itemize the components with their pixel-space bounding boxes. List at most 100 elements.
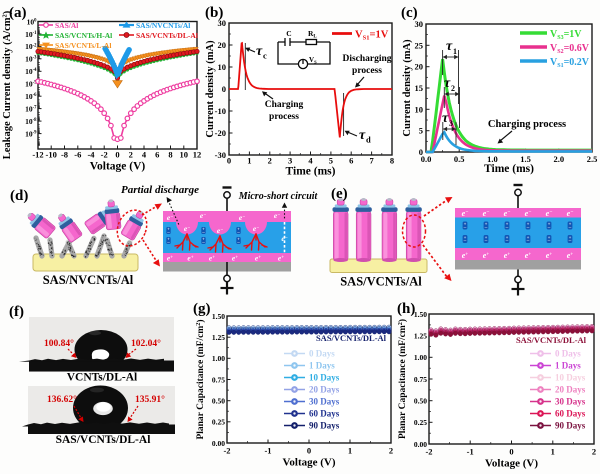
svg-text:+: + — [506, 221, 509, 226]
svg-text:Planar Capacitance (mF/cm2): Planar Capacitance (mF/cm2) — [195, 319, 206, 439]
svg-text:2: 2 — [129, 150, 133, 160]
svg-text:2: 2 — [389, 446, 393, 456]
svg-text:10-3: 10-3 — [25, 55, 37, 64]
svg-text:Planar Capacitance (mF/cm2): Planar Capacitance (mF/cm2) — [397, 319, 408, 439]
svg-text:e−: e− — [567, 209, 574, 218]
svg-text:1: 1 — [348, 446, 352, 456]
svg-text:e+: e+ — [232, 254, 238, 263]
svg-text:–: – — [464, 226, 467, 231]
svg-text:-30: -30 — [215, 150, 226, 160]
svg-text:20 Days: 20 Days — [309, 385, 340, 395]
svg-text:τ: τ — [359, 128, 366, 143]
svg-text:0.5: 0.5 — [454, 154, 465, 164]
svg-text:+: + — [506, 235, 509, 240]
svg-text:RL: RL — [308, 29, 317, 40]
svg-text:10-7: 10-7 — [25, 104, 37, 113]
svg-text:(b): (b) — [205, 5, 223, 21]
svg-text:1.25: 1.25 — [212, 333, 225, 342]
svg-text:102.04°: 102.04° — [131, 338, 161, 349]
svg-text:+: + — [202, 236, 205, 241]
svg-text:0.25: 0.25 — [414, 418, 427, 427]
svg-text:1 Days: 1 Days — [555, 361, 581, 371]
svg-text:25: 25 — [415, 40, 424, 50]
svg-text:e+: e+ — [187, 254, 193, 263]
svg-text:Current density (mA): Current density (mA) — [205, 40, 216, 138]
svg-text:–: – — [485, 239, 488, 244]
svg-text:(g): (g) — [193, 301, 211, 317]
svg-text:1: 1 — [453, 47, 457, 56]
svg-text:-1: -1 — [264, 446, 271, 456]
svg-text:-2: -2 — [425, 447, 432, 457]
svg-text:(e): (e) — [331, 186, 348, 202]
svg-text:e+: e+ — [504, 251, 511, 260]
svg-text:Voltage (V): Voltage (V) — [282, 457, 335, 469]
svg-text:e−: e− — [184, 224, 190, 233]
svg-text:-12: -12 — [32, 150, 43, 160]
svg-text:e−: e− — [253, 224, 259, 233]
svg-text:8: 8 — [390, 156, 394, 166]
svg-text:10 Days: 10 Days — [555, 373, 586, 383]
svg-text:10-2: 10-2 — [25, 42, 37, 51]
svg-text:2.5: 2.5 — [587, 154, 598, 164]
svg-text:Leakage Current density (A/cm2: Leakage Current density (A/cm2) — [2, 10, 14, 159]
svg-text:+: + — [548, 221, 551, 226]
svg-text:+: + — [167, 236, 170, 241]
svg-text:1.50: 1.50 — [212, 312, 225, 321]
svg-text:Time (ms): Time (ms) — [484, 163, 534, 175]
svg-text:(d): (d) — [10, 188, 28, 204]
svg-text:SAS/VCNTs/DL-Al: SAS/VCNTs/DL-Al — [516, 335, 587, 345]
svg-text:+: + — [202, 226, 205, 231]
svg-text:–: – — [464, 239, 467, 244]
svg-text:8: 8 — [168, 150, 172, 160]
svg-text:SAS/NVCNTs/Al: SAS/NVCNTs/Al — [136, 21, 190, 30]
svg-text:10-6: 10-6 — [25, 92, 37, 101]
svg-text:-20: -20 — [215, 128, 226, 138]
svg-text:90 Days: 90 Days — [555, 421, 586, 431]
svg-text:20: 20 — [218, 40, 227, 50]
svg-text:20: 20 — [415, 62, 424, 72]
svg-text:2: 2 — [268, 156, 272, 166]
svg-text:30: 30 — [415, 19, 424, 29]
svg-text:–: – — [202, 230, 205, 235]
svg-text:e+: e+ — [525, 251, 532, 260]
svg-text:–: – — [202, 240, 205, 245]
svg-text:10: 10 — [180, 150, 189, 160]
svg-text:30 Days: 30 Days — [555, 397, 586, 407]
svg-text:SAS/VCNTs/L-Al: SAS/VCNTs/L-Al — [55, 41, 111, 50]
svg-text:+: + — [237, 236, 240, 241]
svg-text:SAS/VCNTs/DL-Al: SAS/VCNTs/DL-Al — [136, 31, 198, 40]
svg-text:τ: τ — [446, 39, 453, 54]
svg-text:VS3=1V: VS3=1V — [550, 29, 582, 41]
svg-text:SAS/VCNTs/DL-Al: SAS/VCNTs/DL-Al — [56, 434, 151, 446]
svg-text:10 Days: 10 Days — [309, 373, 340, 383]
svg-text:30: 30 — [218, 18, 227, 28]
svg-text:-2: -2 — [223, 446, 230, 456]
svg-text:(a): (a) — [9, 5, 27, 21]
svg-text:Time (ms): Time (ms) — [286, 166, 336, 178]
svg-text:e+: e+ — [278, 254, 284, 263]
svg-text:VCNTs/DL-Al: VCNTs/DL-Al — [67, 372, 138, 384]
svg-text:VS1=0.2V: VS1=0.2V — [550, 57, 590, 69]
svg-text:+: + — [527, 221, 530, 226]
svg-text:e−: e− — [525, 209, 532, 218]
svg-text:C: C — [286, 29, 291, 38]
svg-text:0.75: 0.75 — [212, 375, 225, 384]
svg-text:Voltage (V): Voltage (V) — [90, 161, 146, 173]
svg-text:100.84°: 100.84° — [44, 338, 74, 349]
svg-text:10-5: 10-5 — [25, 80, 37, 89]
svg-text:0.50: 0.50 — [212, 397, 225, 406]
svg-text:VS1=1V: VS1=1V — [355, 30, 389, 42]
svg-text:–: – — [167, 240, 170, 245]
svg-text:0.0: 0.0 — [421, 154, 432, 164]
svg-text:15: 15 — [415, 83, 424, 93]
svg-text:1 Days: 1 Days — [309, 361, 335, 371]
svg-text:1.00: 1.00 — [414, 353, 427, 362]
svg-text:Voltage (V): Voltage (V) — [485, 458, 538, 470]
svg-text:0: 0 — [509, 447, 513, 457]
svg-text:100: 100 — [27, 17, 38, 26]
svg-text:e−: e− — [546, 209, 553, 218]
svg-text:0.75: 0.75 — [414, 375, 427, 384]
svg-text:SAS/Al: SAS/Al — [55, 21, 78, 30]
svg-text:Partial discharge: Partial discharge — [121, 184, 199, 196]
svg-text:+: + — [485, 221, 488, 226]
